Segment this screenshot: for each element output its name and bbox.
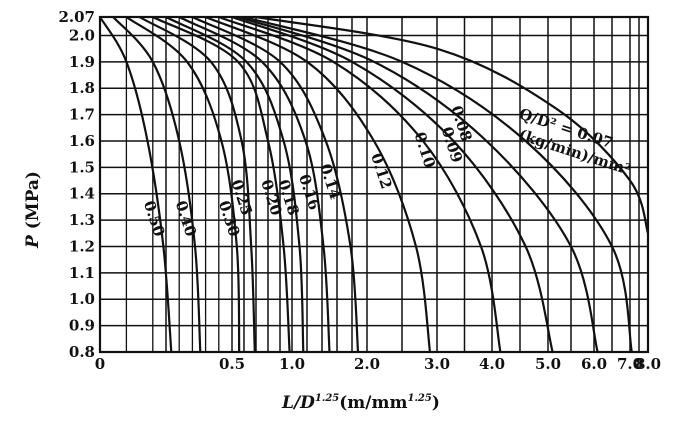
x-axis-label-base: L/D: [281, 393, 315, 413]
x-tick-label: 3.0: [424, 355, 450, 373]
series-curve-0.20: [152, 16, 291, 353]
x-axis-label-unit-close: ): [432, 393, 440, 413]
x-tick-label: 6.0: [581, 355, 607, 373]
x-tick-label: 4.0: [479, 355, 505, 373]
y-axis-label-symbol: P: [23, 234, 43, 249]
y-tick-label: 1.7: [69, 106, 95, 124]
series-curve-0.14: [191, 16, 360, 353]
y-tick-label: 1.4: [69, 185, 95, 203]
y-axis-label-unit: (MPa): [23, 171, 43, 235]
x-tick-label: 5.0: [535, 355, 561, 373]
plot-frame: [98, 15, 650, 354]
series-curve-outer: [255, 15, 650, 234]
x-tick-label: 1.0: [279, 355, 305, 373]
x-tick-label: 0.5: [219, 355, 245, 373]
label-layer: 0.80.91.01.11.21.31.41.51.61.71.81.92.02…: [58, 8, 661, 373]
y-tick-label: 1.8: [69, 79, 95, 97]
y-tick-label: 1.0: [69, 290, 95, 308]
y-tick-label: 1.3: [69, 211, 95, 229]
y-axis-label: P (MPa): [23, 171, 43, 249]
series-curve-0.08: [237, 15, 599, 353]
y-tick-label: 1.2: [69, 237, 95, 255]
y-tick-label: 1.9: [69, 53, 95, 71]
series-curve-0.40: [112, 16, 202, 353]
curve-label-0.50: 0.50: [140, 198, 168, 238]
series-curve-0.12: [205, 15, 432, 353]
grid-layer: [98, 15, 650, 354]
y-tick-label: 0.8: [69, 343, 95, 361]
y-tick-label: 2.0: [69, 26, 95, 44]
series-curve-0.09: [231, 15, 554, 353]
x-axis-label: L/D1.25(m/mm1.25): [281, 393, 440, 413]
y-tick-label: 1.5: [69, 158, 95, 176]
y-tick-label: 2.07: [58, 8, 95, 26]
series-curve-0.18: [165, 16, 305, 353]
y-tick-label: 1.6: [69, 132, 95, 150]
y-tick-label: 1.1: [69, 264, 95, 282]
curve-label-0.12: 0.12: [367, 151, 395, 191]
curve-label-0.10: 0.10: [411, 130, 439, 170]
x-tick-label: 2.0: [354, 355, 380, 373]
x-tick-label: 0: [95, 355, 105, 373]
series-curve-0.10: [218, 15, 502, 353]
x-axis-label-unit: (m/mm: [339, 393, 407, 413]
series-curve-0.30: [125, 16, 241, 353]
series-curve-0.50: [99, 16, 173, 353]
series-curve-0.16: [178, 16, 331, 353]
x-tick-label: 7.0: [617, 355, 643, 373]
series-curve-0.25: [139, 16, 256, 353]
x-axis-label-unit-exp: 1.25: [407, 393, 431, 404]
y-tick-label: 0.9: [69, 317, 95, 335]
curve-label-0.40: 0.40: [172, 198, 200, 238]
curve-layer: [99, 15, 650, 353]
series-curve-0.07: [243, 15, 633, 353]
x-axis-label-exp: 1.25: [315, 393, 339, 404]
x-tick-label: 8.0: [635, 355, 661, 373]
